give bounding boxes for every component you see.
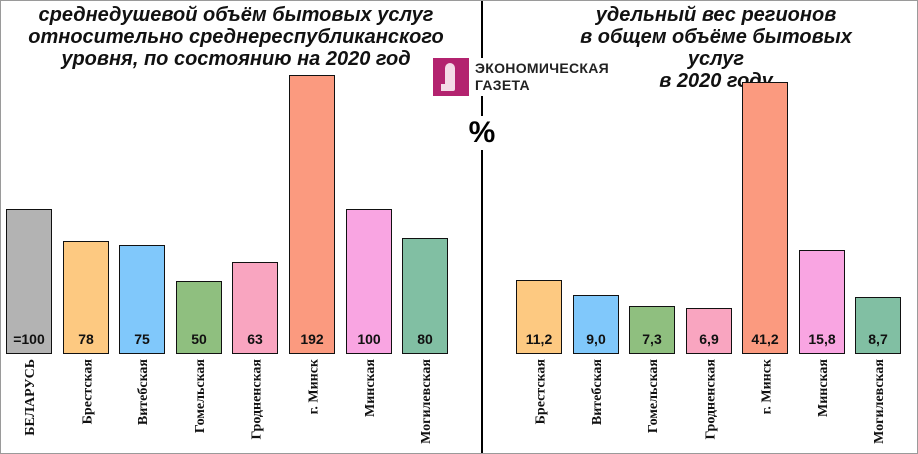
bar-value-label: 15,8 bbox=[808, 331, 836, 347]
category-label: Минская bbox=[816, 359, 831, 417]
logo-line-1: ЭКОНОМИЧЕСКАЯ bbox=[475, 60, 610, 76]
bar: 6,9 bbox=[686, 308, 732, 354]
right-title-line-1: удельный вес регионов bbox=[595, 4, 837, 26]
category-label: Могилевская bbox=[872, 359, 887, 444]
bar: 9,0 bbox=[573, 295, 619, 354]
chart-divider bbox=[481, 1, 483, 453]
category-label: г. Минск bbox=[759, 359, 774, 415]
logo-line-2: ГАЗЕТА bbox=[475, 77, 530, 93]
left-chart-title: среднедушевой объём бытовых услуг относи… bbox=[1, 4, 471, 70]
category-label: Гомельская bbox=[646, 359, 661, 434]
bar: 100 bbox=[346, 209, 392, 354]
bar: 8,7 bbox=[855, 297, 901, 354]
bar-value-label: 11,2 bbox=[525, 331, 553, 347]
bar-value-label: 63 bbox=[247, 331, 263, 347]
bar-value-label: 8,7 bbox=[868, 331, 888, 347]
category-label: Витебская bbox=[590, 359, 605, 426]
bar-value-label: 6,9 bbox=[699, 331, 719, 347]
bar-value-label: 9,0 bbox=[586, 331, 606, 347]
bar: 50 bbox=[176, 281, 222, 354]
left-title-line-3: уровня, по состоянию на 2020 год bbox=[61, 48, 411, 70]
unit-label: % bbox=[467, 116, 497, 150]
bar-value-label: 41,2 bbox=[751, 331, 779, 347]
bar: 78 bbox=[63, 241, 109, 354]
bar: 15,8 bbox=[799, 250, 845, 354]
bar: =100 bbox=[6, 209, 52, 354]
bar: 75 bbox=[119, 245, 165, 354]
left-title-line-1: среднедушевой объём бытовых услуг bbox=[38, 4, 434, 26]
category-label: БЕЛАРУСЬ bbox=[23, 359, 38, 436]
bar: 7,3 bbox=[629, 306, 675, 354]
right-title-line-2: в общем объёме бытовых услуг bbox=[580, 26, 852, 70]
bar-value-label: =100 bbox=[13, 331, 45, 347]
bar-value-label: 78 bbox=[78, 331, 94, 347]
right-chart-title: удельный вес регионов в общем объёме быт… bbox=[561, 4, 871, 92]
category-label: Брестская bbox=[80, 359, 95, 425]
category-label: Гродненская bbox=[703, 359, 718, 440]
bar: 80 bbox=[402, 238, 448, 354]
category-label: г. Минск bbox=[306, 359, 321, 415]
category-label: Могилевская bbox=[419, 359, 434, 444]
category-label: Брестская bbox=[533, 359, 548, 425]
bar-value-label: 75 bbox=[134, 331, 150, 347]
bar-value-label: 7,3 bbox=[642, 331, 662, 347]
category-label: Гродненская bbox=[249, 359, 264, 440]
bar-value-label: 50 bbox=[191, 331, 207, 347]
newspaper-figure-icon bbox=[433, 58, 469, 96]
category-label: Минская bbox=[363, 359, 378, 417]
bar: 63 bbox=[232, 262, 278, 354]
bar-value-label: 192 bbox=[300, 331, 324, 347]
category-label: Витебская bbox=[136, 359, 151, 426]
bar: 11,2 bbox=[516, 280, 562, 354]
bar-value-label: 100 bbox=[357, 331, 381, 347]
category-label: Гомельская bbox=[193, 359, 208, 434]
bar: 41,2 bbox=[742, 82, 788, 354]
logo: ЭКОНОМИЧЕСКАЯ ГАЗЕТА bbox=[433, 58, 614, 96]
bar-value-label: 80 bbox=[417, 331, 433, 347]
bar: 192 bbox=[289, 75, 335, 354]
left-title-line-2: относительно среднереспубликанского bbox=[28, 26, 444, 48]
